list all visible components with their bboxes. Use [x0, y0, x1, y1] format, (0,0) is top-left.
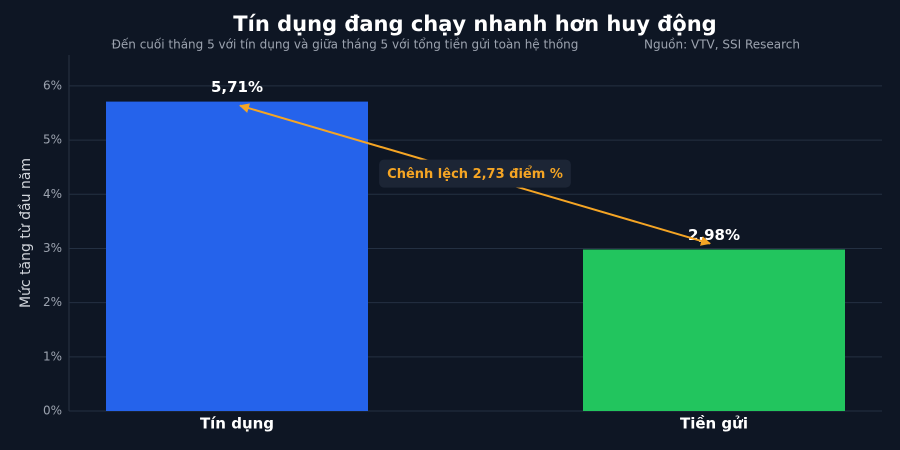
y-tick-label: 2%	[43, 295, 62, 309]
y-axis-label: Mức tăng từ đầu năm	[18, 158, 34, 308]
y-tick-label: 1%	[43, 349, 62, 363]
value-label: 5,71%	[211, 78, 263, 96]
source: Nguồn: VTV, SSI Research	[644, 38, 800, 52]
value-label: 2,98%	[688, 226, 740, 244]
x-tick-label: Tiền gửi	[680, 414, 748, 433]
x-tick-label: Tín dụng	[200, 415, 274, 433]
chart-subtitle: Đến cuối tháng 5 với tín dụng và giữa th…	[112, 38, 579, 52]
y-tick-label: 6%	[43, 78, 62, 92]
bar	[106, 101, 368, 411]
y-tick-label: 3%	[43, 241, 62, 255]
chart-title: Tín dụng đang chạy nhanh hơn huy động	[233, 12, 716, 36]
bar	[583, 249, 845, 411]
annotation: Chênh lệch 2,73 điểm %	[387, 166, 563, 182]
annotation-box	[379, 159, 571, 188]
y-tick-label: 5%	[43, 133, 62, 147]
y-tick-label: 0%	[43, 404, 62, 418]
y-tick-label: 4%	[43, 187, 62, 201]
